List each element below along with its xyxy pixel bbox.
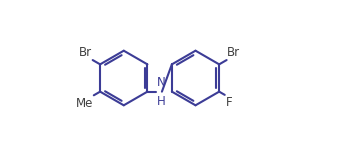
Text: Br: Br	[79, 46, 92, 58]
Text: N: N	[157, 76, 166, 89]
Text: F: F	[225, 96, 232, 109]
Text: Me: Me	[76, 97, 93, 110]
Text: Br: Br	[227, 46, 241, 59]
Text: H: H	[157, 95, 166, 108]
